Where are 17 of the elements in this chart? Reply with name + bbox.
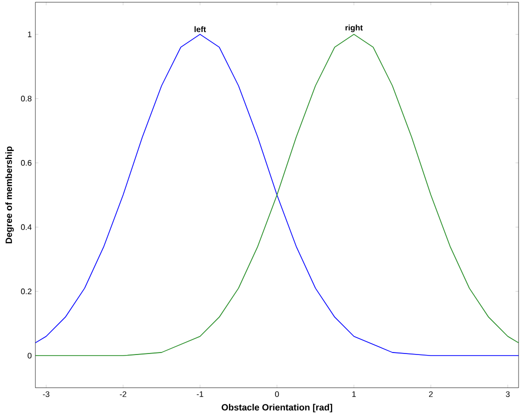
x-tick-label: 1	[352, 391, 356, 398]
annotation: right	[346, 24, 363, 32]
y-tick-label: 0	[28, 352, 32, 359]
y-tick-label: 1	[28, 32, 32, 38]
y-tick-label: 0.8	[21, 96, 32, 102]
annotation: left	[194, 26, 206, 32]
x-tick-label: -2	[120, 391, 126, 398]
y-tick-label: 0.4	[21, 224, 32, 230]
y-axis-title: Degree of membership	[5, 146, 14, 244]
x-tick-label: 2	[429, 391, 433, 398]
x-tick-label: 3	[506, 391, 510, 398]
x-tick-label: 0	[275, 391, 279, 398]
x-tick-label: -1	[196, 391, 204, 398]
x-axis-title: Obstacle Orientation [rad]	[222, 404, 332, 412]
y-tick-label: 0.6	[21, 160, 32, 166]
x-tick-label: -3	[42, 391, 50, 398]
y-tick-label: 0.2	[21, 288, 32, 294]
